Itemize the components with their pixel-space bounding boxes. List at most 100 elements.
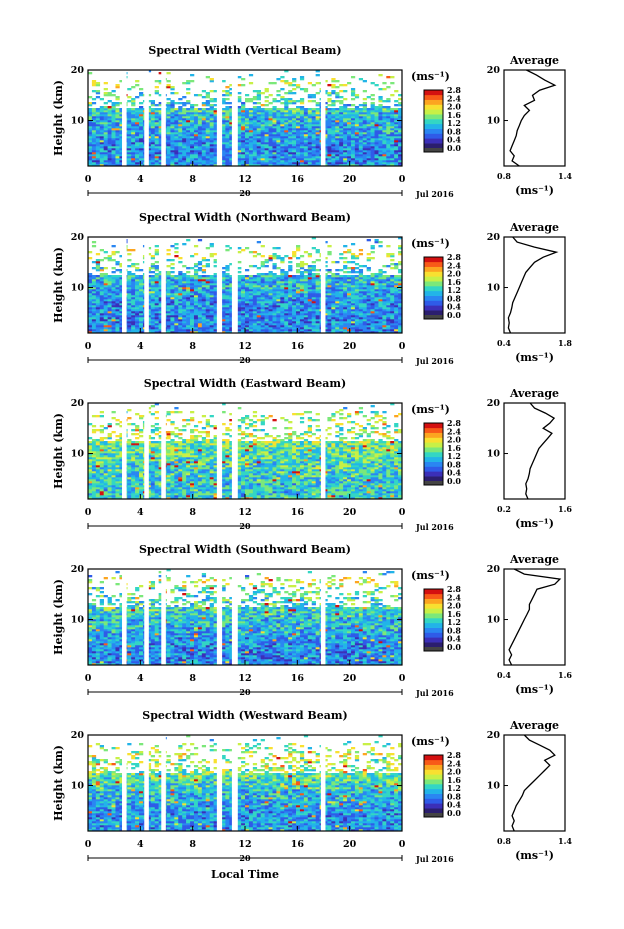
heatmap-cell — [327, 122, 332, 125]
heatmap-cell — [237, 305, 242, 308]
heatmap-cell — [88, 287, 93, 290]
heatmap-cell — [311, 150, 316, 153]
heatmap-cell — [115, 263, 120, 266]
heatmap-cell — [343, 299, 348, 302]
heatmap-cell — [331, 295, 336, 298]
heatmap-cell — [272, 108, 277, 111]
heatmap-cell — [158, 295, 163, 298]
heatmap-cell — [197, 118, 203, 121]
heatmap-cell — [288, 267, 293, 270]
heatmap-cell — [241, 126, 246, 129]
heatmap-cell — [307, 144, 313, 147]
heatmap-cell — [193, 317, 199, 320]
heatmap-cell — [178, 271, 183, 274]
heatmap-cell — [382, 158, 387, 161]
heatmap-cell — [284, 104, 289, 107]
heatmap-cell — [284, 309, 289, 312]
heatmap-cell — [135, 315, 140, 318]
heatmap-cell — [127, 287, 132, 290]
heatmap-cell — [119, 291, 124, 294]
heatmap-cell — [276, 283, 281, 286]
heatmap-cell — [311, 144, 316, 147]
heatmap-cell — [276, 132, 281, 135]
heatmap-cell — [248, 130, 254, 133]
heatmap-cell — [374, 138, 379, 141]
heatmap-cell — [280, 299, 285, 302]
heatmap-cell — [248, 327, 254, 330]
heatmap-cell — [178, 291, 183, 294]
heatmap-cell — [139, 160, 144, 163]
heatmap-cell — [245, 331, 250, 334]
x-tick-label: 0 — [399, 174, 406, 185]
heatmap-cell — [225, 273, 230, 276]
heatmap-cell — [256, 112, 261, 115]
heatmap-cell — [323, 90, 328, 93]
heatmap-cell — [99, 329, 104, 332]
heatmap-cell — [248, 154, 254, 157]
heatmap-cell — [292, 80, 297, 83]
heatmap-cell — [256, 319, 261, 322]
heatmap-cell — [182, 122, 187, 125]
heatmap-cell — [288, 297, 293, 300]
heatmap-cell — [178, 257, 183, 260]
heatmap-cell — [280, 76, 285, 79]
heatmap-cell — [193, 108, 199, 111]
heatmap-cell — [182, 293, 187, 296]
heatmap-cell — [95, 311, 101, 314]
heatmap-cell — [174, 142, 179, 145]
heatmap-cell — [296, 158, 301, 161]
heatmap-cell — [186, 317, 191, 320]
heatmap-cell — [139, 293, 144, 296]
heatmap-cell — [268, 325, 273, 328]
heatmap-cell — [115, 112, 120, 115]
heatmap-cell — [107, 295, 112, 298]
heatmap-cell — [190, 148, 195, 151]
heatmap-cell — [127, 315, 132, 318]
heatmap-cell — [135, 148, 140, 151]
heatmap-cell — [166, 124, 171, 127]
heatmap-cell — [276, 116, 281, 119]
heatmap-cell — [197, 295, 203, 298]
heatmap-cell — [260, 118, 265, 121]
heatmap-cell — [311, 285, 316, 288]
heatmap-cell — [394, 156, 399, 159]
heatmap-cell — [146, 140, 152, 143]
heatmap-cell — [221, 132, 226, 135]
heatmap-cell — [127, 327, 132, 330]
heatmap-cell — [292, 283, 297, 286]
heatmap-cell — [107, 257, 112, 260]
heatmap-cell — [209, 134, 214, 137]
heatmap-cell — [339, 116, 344, 119]
heatmap-cell — [331, 291, 336, 294]
heatmap-cell — [323, 265, 328, 268]
heatmap-cell — [307, 285, 313, 288]
heatmap-cell — [131, 128, 136, 131]
heatmap-cell — [139, 142, 144, 145]
heatmap-cell — [229, 285, 234, 288]
heatmap-cell — [264, 287, 269, 290]
heatmap-cell — [256, 136, 261, 139]
heatmap-cell — [225, 301, 230, 304]
heatmap-cell — [350, 124, 356, 127]
heatmap-cell — [347, 144, 352, 147]
heatmap-cell — [229, 128, 234, 131]
heatmap-cell — [264, 277, 269, 280]
heatmap-cell — [182, 116, 187, 119]
heatmap-cell — [209, 287, 214, 290]
heatmap-cell — [343, 311, 348, 314]
heatmap-cell — [99, 148, 104, 151]
heatmap-cell — [354, 122, 360, 125]
heatmap-cell — [190, 293, 195, 296]
heatmap-cell — [347, 110, 352, 113]
heatmap-cell — [197, 164, 203, 167]
heatmap-cell — [174, 146, 179, 149]
heatmap-cell — [343, 152, 348, 155]
heatmap-cell — [288, 144, 293, 147]
heatmap-cell — [154, 112, 159, 115]
heatmap-cell — [288, 126, 293, 129]
heatmap-cell — [111, 317, 116, 320]
heatmap-cell — [201, 327, 207, 330]
heatmap-cell — [296, 154, 301, 157]
heatmap-cell — [182, 110, 187, 113]
heatmap-cell — [272, 142, 277, 145]
